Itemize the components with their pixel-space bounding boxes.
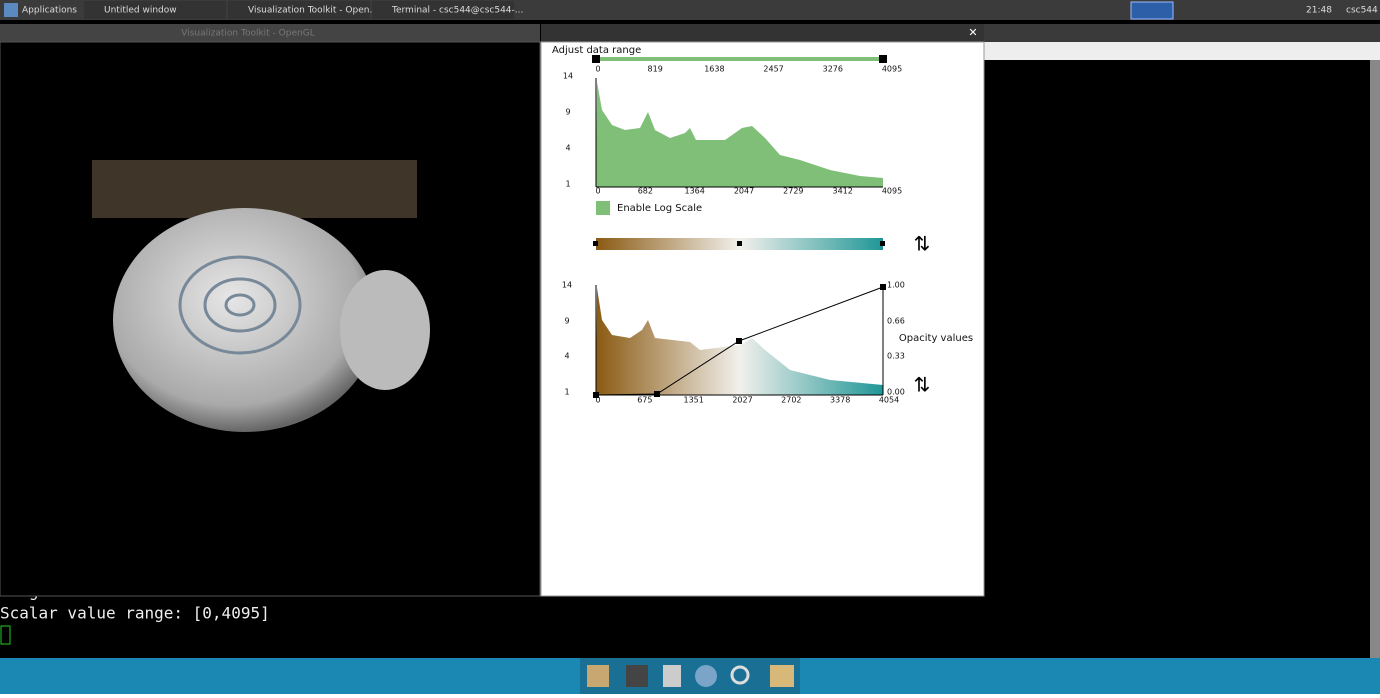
x-tick-label: 1351 xyxy=(683,396,703,405)
x-tick-label: 0 xyxy=(595,65,600,74)
y-tick-label: 14 xyxy=(562,281,572,290)
y-tick-label: 4 xyxy=(564,352,569,361)
y-tick-label: 4 xyxy=(565,144,570,153)
x-tick-label: 3412 xyxy=(832,187,852,196)
x-tick-label: 0 xyxy=(595,187,600,196)
opacity-tick-label: 0.66 xyxy=(887,317,905,326)
y-tick-label: 1 xyxy=(564,388,569,397)
task-label[interactable]: Visualization Toolkit - Open... xyxy=(248,6,378,16)
render-object xyxy=(113,208,377,432)
histogram-area xyxy=(596,82,883,187)
menu-button[interactable]: Applications xyxy=(22,6,77,16)
dock-panel xyxy=(580,658,800,694)
x-tick-label: 675 xyxy=(637,396,652,405)
terminal-menubar xyxy=(984,42,1380,60)
x-tick-label: 4095 xyxy=(882,65,902,74)
y-tick-label: 9 xyxy=(565,108,570,117)
transfer-histogram xyxy=(596,288,883,395)
log-scale-label[interactable]: Enable Log Scale xyxy=(617,203,702,214)
render-rings xyxy=(203,277,277,333)
color-handle[interactable] xyxy=(737,241,742,246)
dock-icon[interactable] xyxy=(695,665,717,687)
vtk-titlebar xyxy=(0,24,540,42)
task-label[interactable]: Terminal - csc544@csc544-... xyxy=(391,6,523,16)
dock-icon[interactable] xyxy=(626,665,648,687)
opacity-point[interactable] xyxy=(593,392,599,398)
dock-icon[interactable] xyxy=(663,665,681,687)
y-tick-label: 9 xyxy=(564,317,569,326)
opacity-point[interactable] xyxy=(654,391,660,397)
task-button[interactable] xyxy=(84,1,226,19)
x-tick-label: 2457 xyxy=(763,65,783,74)
log-scale-checkbox[interactable] xyxy=(596,201,610,215)
x-tick-label: 3276 xyxy=(823,65,843,74)
user[interactable]: csc544 xyxy=(1346,6,1378,16)
color-handle[interactable] xyxy=(880,241,885,246)
x-tick-label: 1364 xyxy=(684,187,704,196)
task-button[interactable] xyxy=(372,1,514,19)
panel-titlebar xyxy=(541,24,984,42)
color-handle[interactable] xyxy=(593,241,598,246)
opacity-tick-label: 0.00 xyxy=(887,388,905,397)
dock-icon[interactable] xyxy=(770,665,794,687)
render-rings xyxy=(178,255,302,355)
task-button[interactable] xyxy=(228,1,370,19)
opacity-label: Opacity values xyxy=(899,333,973,344)
x-tick-label: 4054 xyxy=(879,396,899,405)
task-label[interactable]: Untitled window xyxy=(104,6,177,16)
dock-icon[interactable] xyxy=(587,665,609,687)
x-tick-label: 3378 xyxy=(830,396,850,405)
opacity-curve xyxy=(595,286,884,396)
clock: 21:48 xyxy=(1306,6,1332,16)
x-tick-label: 682 xyxy=(638,187,653,196)
range-label: Adjust data range xyxy=(552,45,641,56)
opacity-tick-label: 1.00 xyxy=(887,281,905,290)
x-tick-label: 0 xyxy=(595,396,600,405)
opacity-point[interactable] xyxy=(880,284,886,290)
terminal-titlebar xyxy=(984,24,1380,42)
refresh-button[interactable]: ⇅ xyxy=(914,373,931,397)
menu-icon[interactable] xyxy=(4,3,18,17)
render-object xyxy=(340,270,430,390)
vtk-title: Visualization Toolkit - OpenGL xyxy=(181,29,314,39)
dock-icon[interactable] xyxy=(730,665,750,685)
refresh-button[interactable]: ⇅ xyxy=(914,232,931,256)
x-tick-label: 2702 xyxy=(781,396,801,405)
terminal-cursor xyxy=(0,625,11,645)
x-tick-label: 819 xyxy=(648,65,663,74)
x-tick-label: 2729 xyxy=(783,187,803,196)
x-tick-label: 2047 xyxy=(734,187,754,196)
x-tick-label: 2027 xyxy=(732,396,752,405)
render-rings xyxy=(224,293,256,317)
x-tick-label: 1638 xyxy=(704,65,724,74)
terminal-scrollbar xyxy=(1370,60,1380,658)
x-tick-label: 4095 xyxy=(882,187,902,196)
y-tick-label: 14 xyxy=(563,72,573,81)
opacity-point[interactable] xyxy=(736,338,742,344)
opacity-tick-label: 0.33 xyxy=(887,352,905,361)
close-button[interactable]: ✕ xyxy=(968,26,977,39)
range-handle[interactable] xyxy=(879,55,887,63)
workspace-switcher[interactable] xyxy=(1130,1,1174,20)
terminal-line: Scalar value range: [0,4095] xyxy=(0,604,270,623)
range-handle[interactable] xyxy=(592,55,600,63)
y-tick-label: 1 xyxy=(565,180,570,189)
